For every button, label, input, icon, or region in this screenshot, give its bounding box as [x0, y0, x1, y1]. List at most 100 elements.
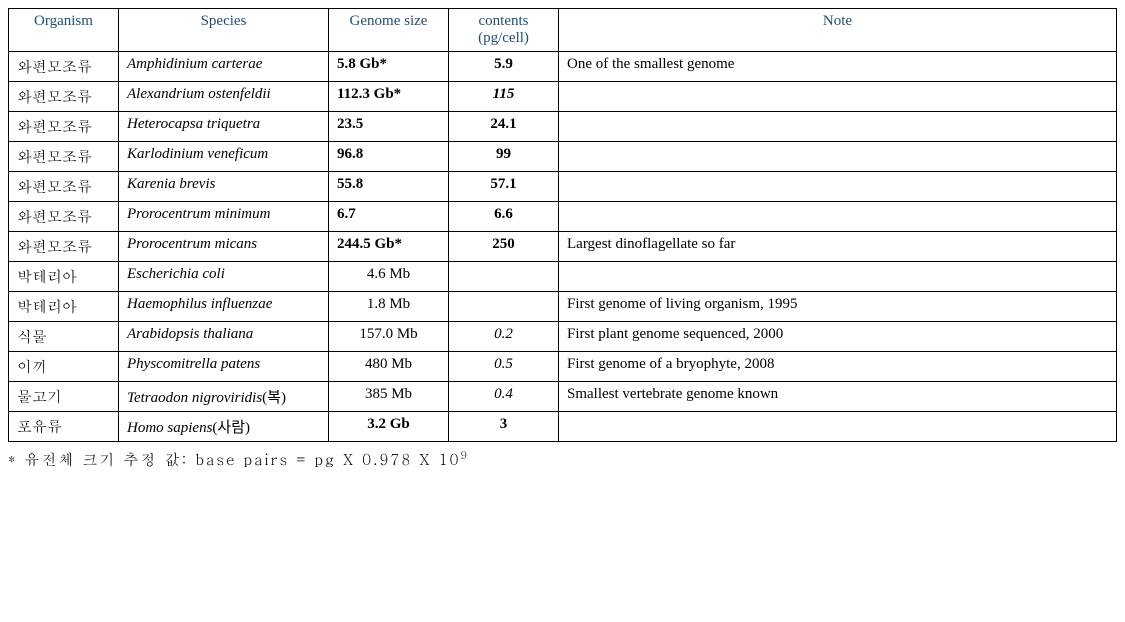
- species-name: Prorocentrum minimum: [127, 206, 270, 222]
- species-name: Heterocapsa triquetra: [127, 116, 260, 132]
- cell-organism: 와편모조류: [9, 112, 119, 142]
- table-row: 와편모조류 Heterocapsa triquetra 23.524.1: [9, 112, 1117, 142]
- cell-species: Tetraodon nigroviridis(복): [119, 382, 329, 412]
- cell-species: Karenia brevis: [119, 172, 329, 202]
- cell-contents: 57.1: [449, 172, 559, 202]
- table-header: Organism Species Genome size contents (p…: [9, 9, 1117, 52]
- species-name: Escherichia coli: [127, 266, 225, 282]
- cell-organism: 와편모조류: [9, 172, 119, 202]
- cell-contents: 0.5: [449, 352, 559, 382]
- cell-genome: 3.2 Gb: [329, 412, 449, 442]
- table-row: 와편모조류Alexandrium ostenfeldii112.3 Gb*115: [9, 82, 1117, 112]
- cell-contents: 5.9: [449, 52, 559, 82]
- cell-note: [559, 112, 1117, 142]
- cell-species: Prorocentrum minimum: [119, 202, 329, 232]
- cell-note: First plant genome sequenced, 2000: [559, 322, 1117, 352]
- footnote-text: * 유전체 크기 추정 값: base pairs = pg X 0.978 X…: [8, 449, 460, 470]
- cell-species: Escherichia coli: [119, 262, 329, 292]
- table-row: 박테리아 Haemophilus influenzae 1.8 Mb First ge…: [9, 292, 1117, 322]
- cell-genome: 55.8: [329, 172, 449, 202]
- cell-note: [559, 82, 1117, 112]
- cell-organism: 포유류: [9, 412, 119, 442]
- table-body: 와편모조류 Amphidinium carterae 5.8 Gb*5.9One o…: [9, 52, 1117, 442]
- species-name: Karlodinium veneficum: [127, 146, 268, 162]
- cell-genome: 385 Mb: [329, 382, 449, 412]
- table-row: 와편모조류Prorocentrum micans244.5 Gb*250Larg…: [9, 232, 1117, 262]
- cell-contents: 6.6: [449, 202, 559, 232]
- cell-note: First genome of a bryophyte, 2008: [559, 352, 1117, 382]
- cell-organism: 물고기: [9, 382, 119, 412]
- cell-species: Alexandrium ostenfeldii: [119, 82, 329, 112]
- cell-contents: [449, 262, 559, 292]
- header-contents: contents (pg/cell): [449, 9, 559, 52]
- cell-species: Heterocapsa triquetra: [119, 112, 329, 142]
- cell-note: [559, 412, 1117, 442]
- cell-note: First genome of living organism, 1995: [559, 292, 1117, 322]
- cell-genome: 112.3 Gb*: [329, 82, 449, 112]
- cell-genome: 5.8 Gb*: [329, 52, 449, 82]
- table-row: 와편모조류 Karlodinium veneficum 96.899: [9, 142, 1117, 172]
- cell-species: Haemophilus influenzae: [119, 292, 329, 322]
- cell-organism: 이끼: [9, 352, 119, 382]
- header-species: Species: [119, 9, 329, 52]
- cell-organism: 와편모조류: [9, 232, 119, 262]
- cell-contents: 3: [449, 412, 559, 442]
- cell-species: Amphidinium carterae: [119, 52, 329, 82]
- cell-contents: 250: [449, 232, 559, 262]
- cell-genome: 23.5: [329, 112, 449, 142]
- table-row: 와편모조류 Amphidinium carterae 5.8 Gb*5.9One o…: [9, 52, 1117, 82]
- cell-genome: 480 Mb: [329, 352, 449, 382]
- species-suffix: (복): [262, 390, 286, 406]
- table-row: 이끼 Physcomitrella patens 480 Mb0.5First ge…: [9, 352, 1117, 382]
- cell-note: [559, 262, 1117, 292]
- footnote-sup: 9: [460, 448, 467, 463]
- cell-genome: 1.8 Mb: [329, 292, 449, 322]
- table-row: 물고기Tetraodon nigroviridis(복)385 Mb0.4Sma…: [9, 382, 1117, 412]
- footnote: * 유전체 크기 추정 값: base pairs = pg X 0.978 X…: [8, 448, 1117, 470]
- cell-organism: 식물: [9, 322, 119, 352]
- cell-organism: 와편모조류: [9, 52, 119, 82]
- cell-organism: 와편모조류: [9, 82, 119, 112]
- species-name: Homo sapiens: [127, 420, 212, 436]
- cell-note: [559, 142, 1117, 172]
- cell-genome: 96.8: [329, 142, 449, 172]
- table-row: 와편모조류 Karenia brevis 55.857.1: [9, 172, 1117, 202]
- header-organism: Organism: [9, 9, 119, 52]
- cell-organism: 박테리아: [9, 292, 119, 322]
- header-note: Note: [559, 9, 1117, 52]
- cell-note: Smallest vertebrate genome known: [559, 382, 1117, 412]
- table-row: 박테리아Escherichia coli4.6 Mb: [9, 262, 1117, 292]
- cell-organism: 와편모조류: [9, 142, 119, 172]
- species-name: Alexandrium ostenfeldii: [127, 86, 271, 102]
- cell-note: One of the smallest genome: [559, 52, 1117, 82]
- cell-note: Largest dinoflagellate so far: [559, 232, 1117, 262]
- cell-genome: 157.0 Mb: [329, 322, 449, 352]
- species-name: Haemophilus influenzae: [127, 296, 272, 312]
- cell-species: Prorocentrum micans: [119, 232, 329, 262]
- cell-organism: 와편모조류: [9, 202, 119, 232]
- cell-note: [559, 202, 1117, 232]
- cell-species: Homo sapiens(사람): [119, 412, 329, 442]
- table-row: 와편모조류 Prorocentrum minimum 6.76.6: [9, 202, 1117, 232]
- species-suffix: (사람): [212, 420, 250, 436]
- cell-note: [559, 172, 1117, 202]
- header-genome: Genome size: [329, 9, 449, 52]
- cell-genome: 6.7: [329, 202, 449, 232]
- genome-table: Organism Species Genome size contents (p…: [8, 8, 1117, 442]
- species-name: Karenia brevis: [127, 176, 215, 192]
- species-name: Tetraodon nigroviridis: [127, 390, 262, 406]
- cell-species: Physcomitrella patens: [119, 352, 329, 382]
- cell-contents: 0.2: [449, 322, 559, 352]
- species-name: Arabidopsis thaliana: [127, 326, 253, 342]
- cell-species: Karlodinium veneficum: [119, 142, 329, 172]
- table-row: 포유류Homo sapiens(사람)3.2 Gb3: [9, 412, 1117, 442]
- cell-genome: 244.5 Gb*: [329, 232, 449, 262]
- cell-contents: 0.4: [449, 382, 559, 412]
- species-name: Amphidinium carterae: [127, 56, 262, 72]
- table-row: 식물 Arabidopsis thaliana 157.0 Mb0.2First p…: [9, 322, 1117, 352]
- species-name: Physcomitrella patens: [127, 356, 260, 372]
- cell-organism: 박테리아: [9, 262, 119, 292]
- cell-contents: 24.1: [449, 112, 559, 142]
- cell-contents: 99: [449, 142, 559, 172]
- cell-species: Arabidopsis thaliana: [119, 322, 329, 352]
